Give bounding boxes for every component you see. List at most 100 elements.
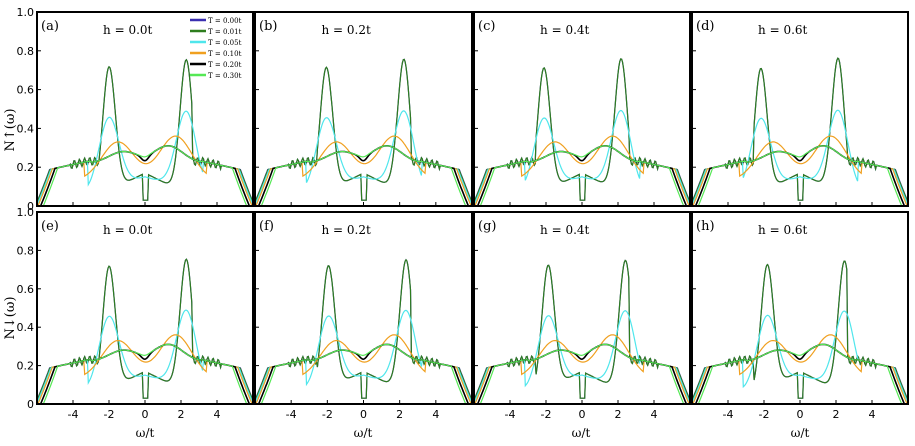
series-line [254, 110, 473, 206]
y-tick-label: 0.2 [17, 360, 35, 373]
series-line [692, 343, 908, 405]
x-tick-label: -4 [286, 408, 297, 421]
panel-d: (d) h = 0.6t [691, 11, 909, 207]
x-tick-label: 0 [142, 408, 149, 421]
series-line [36, 58, 254, 203]
y-tick-label: 0.2 [17, 161, 35, 174]
series-line [473, 58, 691, 203]
panel-title: h = 0.6t [758, 223, 807, 237]
panel-tag: (h) [696, 219, 715, 234]
series-line [36, 258, 254, 401]
series-line [36, 309, 254, 404]
x-tick-label: 4 [432, 408, 439, 421]
series-line [691, 310, 909, 404]
series-line [255, 145, 472, 207]
x-tick-label: -2 [759, 408, 770, 421]
x-tick-label: -4 [723, 408, 734, 421]
panel-tag: (a) [41, 19, 59, 34]
y-tick-label: 0.8 [17, 45, 35, 58]
x-tick-label: 4 [869, 408, 876, 421]
x-tick-label: 2 [178, 408, 185, 421]
panel-g: -4 -2 0 2 4 (g) h = 0.4t [473, 211, 691, 421]
series-line [473, 259, 691, 401]
series-line [37, 145, 253, 207]
x-tick-label: 2 [615, 408, 622, 421]
panel-h: -4 -2 0 2 4 (h) h = 0.6t [691, 211, 909, 421]
x-tick-label: 4 [214, 408, 221, 421]
legend-label: T = 0.00t [208, 17, 242, 25]
series-line [37, 145, 253, 207]
panel-tag: (f) [259, 219, 274, 234]
series-line [474, 343, 690, 405]
y-tick-label: 0.6 [17, 84, 35, 97]
series-line [254, 58, 473, 203]
panel-a: 0 0.2 0.4 0.6 0.8 1.0 (a) h = 0.0t [17, 6, 254, 213]
series-line [37, 343, 253, 405]
series-line [255, 343, 472, 405]
y-tick-label: 0.6 [17, 283, 35, 296]
panel-c: (c) h = 0.4t [473, 11, 691, 207]
panel-title: h = 0.0t [103, 23, 152, 37]
panel-e: 0 0.2 0.4 0.6 0.8 1.0 -4 -2 0 2 4 (e) h = 0.0t [17, 206, 254, 421]
panel-title: h = 0.4t [540, 223, 589, 237]
y-tick-label: 0 [27, 200, 34, 213]
xlabel-a: ω/t [136, 426, 155, 440]
series-line [473, 109, 691, 206]
legend-label: T = 0.05t [208, 39, 242, 47]
series-line [692, 145, 908, 207]
panel-tag: (e) [41, 219, 59, 234]
series-line [691, 57, 909, 203]
panel-title: h = 0.4t [540, 23, 589, 37]
panel-title: h = 0.0t [103, 223, 152, 237]
panel-tag: (g) [478, 219, 496, 234]
panel-tag: (d) [696, 19, 714, 34]
series-line [254, 258, 473, 401]
xlabel-d: ω/t [791, 426, 810, 440]
x-tick-label: 2 [396, 408, 403, 421]
x-tick-label: -4 [505, 408, 516, 421]
panel-b: (b) h = 0.2t [254, 11, 473, 207]
panel-title: h = 0.2t [321, 223, 370, 237]
panel-title: h = 0.2t [321, 23, 370, 37]
legend-label: T = 0.30t [208, 72, 242, 80]
series-line [473, 310, 691, 404]
series-line [474, 343, 690, 405]
legend: T = 0.00t T = 0.01t T = 0.05t T = 0.10t T = … [190, 17, 242, 80]
y-tick-label: 0 [27, 398, 34, 411]
y-tick-label: 1.0 [17, 6, 35, 19]
series-line [254, 58, 473, 203]
series-line [692, 343, 908, 405]
x-tick-label: -2 [104, 408, 115, 421]
series-line [474, 145, 690, 207]
y-tick-label: 1.0 [17, 206, 35, 219]
series-line [255, 343, 472, 405]
series-line [692, 145, 908, 207]
series-line [473, 259, 691, 401]
series-line [254, 309, 473, 404]
series-line [691, 260, 909, 401]
series-line [691, 109, 909, 206]
x-tick-label: -4 [68, 408, 79, 421]
x-tick-label: 0 [797, 408, 804, 421]
legend-label: T = 0.10t [208, 50, 242, 58]
panel-title: h = 0.6t [758, 23, 807, 37]
series-line [36, 58, 254, 203]
legend-label: T = 0.20t [208, 61, 242, 69]
series-line [255, 145, 472, 207]
legend-label: T = 0.01t [208, 28, 242, 36]
ylabel-bottom: N↓(ω) [3, 296, 18, 339]
y-tick-label: 0.8 [17, 244, 35, 257]
series-line [37, 343, 253, 405]
xlabel-b: ω/t [354, 426, 373, 440]
series-line [473, 58, 691, 203]
x-tick-label: 0 [579, 408, 586, 421]
panel-tag: (b) [259, 19, 277, 34]
y-tick-label: 0.4 [17, 122, 35, 135]
ylabel-top: N↑(ω) [3, 108, 18, 151]
series-line [36, 258, 254, 401]
series-line [691, 57, 909, 203]
x-tick-label: 2 [833, 408, 840, 421]
series-line [254, 258, 473, 401]
x-tick-label: 0 [360, 408, 367, 421]
